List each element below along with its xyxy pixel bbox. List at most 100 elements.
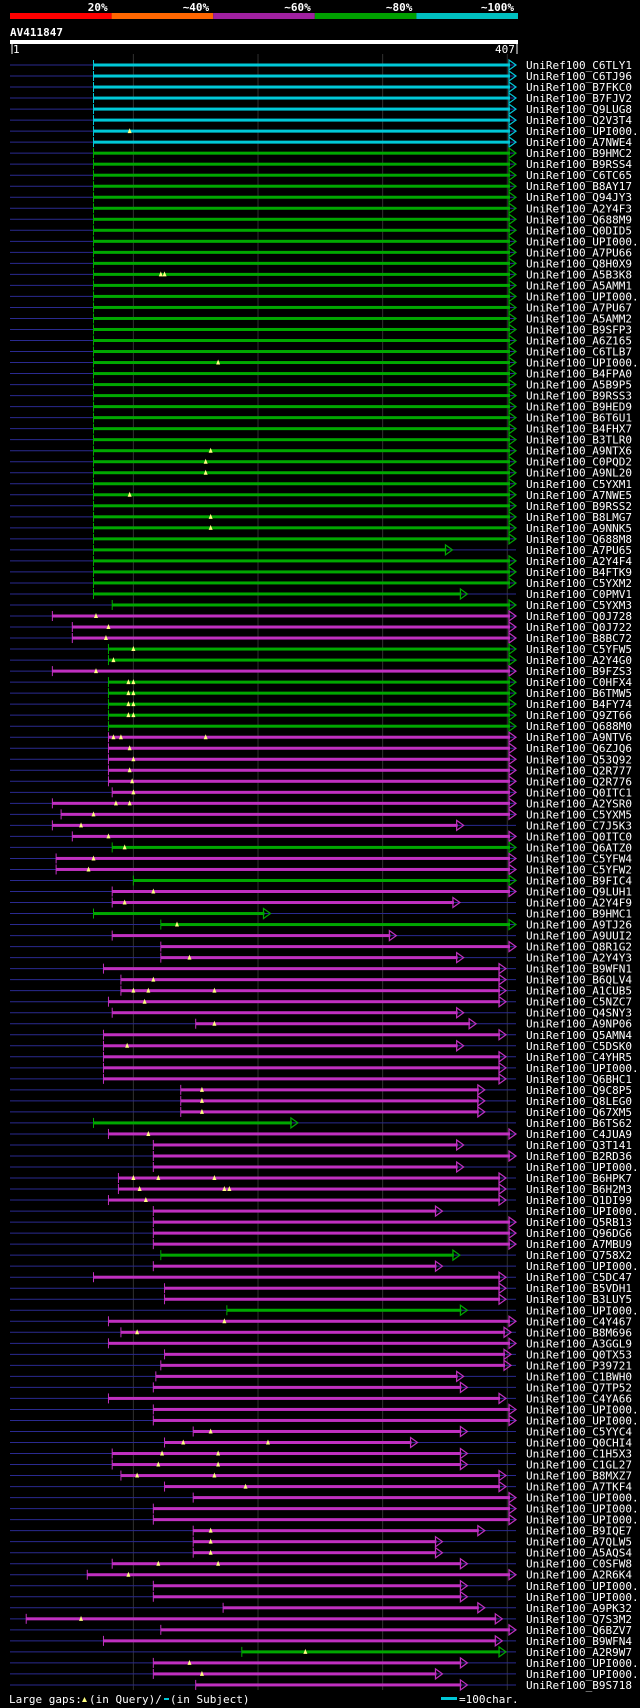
hit-row[interactable]: UniRef100_Q9ZT66 [10,709,632,722]
hit-label[interactable]: UniRef100_C0PQD2 [526,456,632,469]
hit-label[interactable]: UniRef100_B4FY74 [526,698,632,711]
hit-row[interactable]: UniRef100_P39721 [10,1359,632,1372]
hit-row[interactable]: UniRef100_A7PU65 [10,543,632,557]
hit-label[interactable]: UniRef100_A1CUB5 [526,985,632,998]
hit-bar[interactable] [103,1044,458,1048]
hit-row[interactable]: UniRef100_B4FHX7 [10,422,632,436]
hit-bar[interactable] [108,735,510,739]
hit-row[interactable]: UniRef100_A9PK32 [10,1601,632,1615]
hit-row[interactable]: UniRef100_Q6ZJQ6 [10,742,632,755]
hit-bar[interactable] [52,801,510,805]
hit-row[interactable]: UniRef100_C4YA66 [10,1392,632,1405]
hit-label[interactable]: UniRef100_B9WFN1 [526,963,632,976]
hit-bar[interactable] [93,294,510,298]
hit-row[interactable]: UniRef100_B9HED9 [10,400,632,414]
hit-bar[interactable] [153,1154,510,1158]
hit-row[interactable]: UniRef100_B9RSS2 [10,499,632,513]
hit-label[interactable]: UniRef100_C4Y467 [526,1315,632,1328]
hit-label[interactable]: UniRef100_C0HFX4 [526,676,632,689]
hit-bar[interactable] [93,559,510,563]
hit-row[interactable]: UniRef100_A7MBU9 [10,1237,632,1251]
hit-label[interactable]: UniRef100_Q0ITC1 [526,786,632,799]
hit-label[interactable]: UniRef100_B9RSS2 [526,500,632,513]
hit-label[interactable]: UniRef100_C0SFW8 [526,1558,632,1571]
hit-row[interactable]: UniRef100_B6HPK7 [10,1171,632,1185]
hit-label[interactable]: UniRef100_UPI000.. [526,1062,640,1075]
hit-label[interactable]: UniRef100_B3LUY5 [526,1293,632,1306]
hit-bar[interactable] [93,327,510,331]
hit-row[interactable]: UniRef100_Q8R1G2 [10,940,632,954]
hit-bar[interactable] [93,74,510,78]
hit-bar[interactable] [193,1551,437,1555]
hit-row[interactable]: UniRef100_A2Y4Y3 [10,951,632,965]
hit-bar[interactable] [93,912,265,916]
hit-bar[interactable] [112,1562,462,1566]
hit-row[interactable]: UniRef100_UPI000.. [10,1403,640,1416]
hit-row[interactable]: UniRef100_A2R6K4 [10,1568,632,1582]
hit-bar[interactable] [120,978,501,982]
hit-bar[interactable] [93,184,510,188]
hit-label[interactable]: UniRef100_C1BWH0 [526,1370,632,1383]
hit-row[interactable]: UniRef100_B9WFN1 [10,962,632,976]
hit-row[interactable]: UniRef100_C1BWH0 [10,1370,632,1383]
hit-label[interactable]: UniRef100_Q9LUH1 [526,886,632,899]
hit-row[interactable]: UniRef100_C5YXM5 [10,808,632,821]
hit-label[interactable]: UniRef100_B9SFP3 [526,323,632,336]
hit-bar[interactable] [93,305,510,309]
hit-row[interactable]: UniRef100_Q0TX53 [10,1348,632,1361]
hit-row[interactable]: UniRef100_Q6BZV7 [10,1623,632,1637]
hit-row[interactable]: UniRef100_A5B3K8 [10,268,632,281]
hit-row[interactable]: UniRef100_Q9C8P5 [10,1083,632,1097]
hit-row[interactable]: UniRef100_A9NNK5 [10,521,632,535]
hit-row[interactable]: UniRef100_A2Y4G0 [10,653,632,667]
hit-bar[interactable] [93,107,510,111]
hit-bar[interactable] [160,956,458,960]
hit-bar[interactable] [93,250,510,254]
hit-label[interactable]: UniRef100_C4YA66 [526,1392,632,1405]
hit-label[interactable]: UniRef100_UPI000.. [526,125,640,138]
hit-bar[interactable] [93,118,510,122]
hit-label[interactable]: UniRef100_C7J5K3 [526,819,632,832]
hit-row[interactable]: UniRef100_UPI000.. [10,1260,640,1273]
hit-row[interactable]: UniRef100_Q0ITC0 [10,830,632,843]
hit-row[interactable]: UniRef100_A2Y4F4 [10,554,632,568]
hit-bar[interactable] [93,493,510,497]
hit-bar[interactable] [93,515,510,519]
hit-label[interactable]: UniRef100_Q8H0X9 [526,257,632,270]
hit-row[interactable]: UniRef100_C5YFW2 [10,863,632,876]
hit-label[interactable]: UniRef100_C1GL27 [526,1459,632,1472]
hit-bar[interactable] [103,1077,501,1081]
hit-bar[interactable] [118,1187,501,1191]
hit-row[interactable]: UniRef100_A9NL20 [10,466,632,480]
hit-bar[interactable] [93,239,510,243]
hit-bar[interactable] [93,504,510,508]
hit-label[interactable]: UniRef100_UPI000.. [526,1260,640,1273]
hit-bar[interactable] [112,603,510,607]
hit-label[interactable]: UniRef100_Q688M0 [526,720,632,733]
hit-row[interactable]: UniRef100_UPI000.. [10,1204,640,1218]
hit-bar[interactable] [164,1286,501,1290]
hit-row[interactable]: UniRef100_Q4SNY3 [10,1006,632,1020]
hit-bar[interactable] [153,1209,437,1213]
hit-bar[interactable] [153,1220,510,1224]
hit-row[interactable]: UniRef100_Q7S3M2 [10,1612,632,1626]
hit-bar[interactable] [153,1165,458,1169]
hit-row[interactable]: UniRef100_C5YFW5 [10,642,632,656]
hit-label[interactable]: UniRef100_C5YXM5 [526,808,632,821]
hit-bar[interactable] [61,812,511,816]
hit-label[interactable]: UniRef100_B6H2M3 [526,1183,632,1196]
hit-label[interactable]: UniRef100_Q96DG6 [526,1227,632,1240]
hit-row[interactable]: UniRef100_A2Y4F3 [10,202,632,215]
hit-label[interactable]: UniRef100_B6QLV4 [526,974,632,987]
hit-label[interactable]: UniRef100_B6HPK7 [526,1172,632,1185]
hit-bar[interactable] [108,757,510,761]
hit-bar[interactable] [120,1474,501,1478]
hit-row[interactable]: UniRef100_A9UUI2 [10,929,632,943]
hit-label[interactable]: UniRef100_Q7TP52 [526,1381,632,1394]
hit-row[interactable]: UniRef100_B9WFN4 [10,1634,632,1648]
hit-row[interactable]: UniRef100_Q8LEG0 [10,1094,632,1108]
hit-label[interactable]: UniRef100_B9RSS4 [526,158,632,171]
hit-label[interactable]: UniRef100_B8LMG7 [526,511,632,524]
hit-row[interactable]: UniRef100_Q53Q92 [10,753,632,766]
hit-row[interactable]: UniRef100_UPI000.. [10,1590,640,1604]
